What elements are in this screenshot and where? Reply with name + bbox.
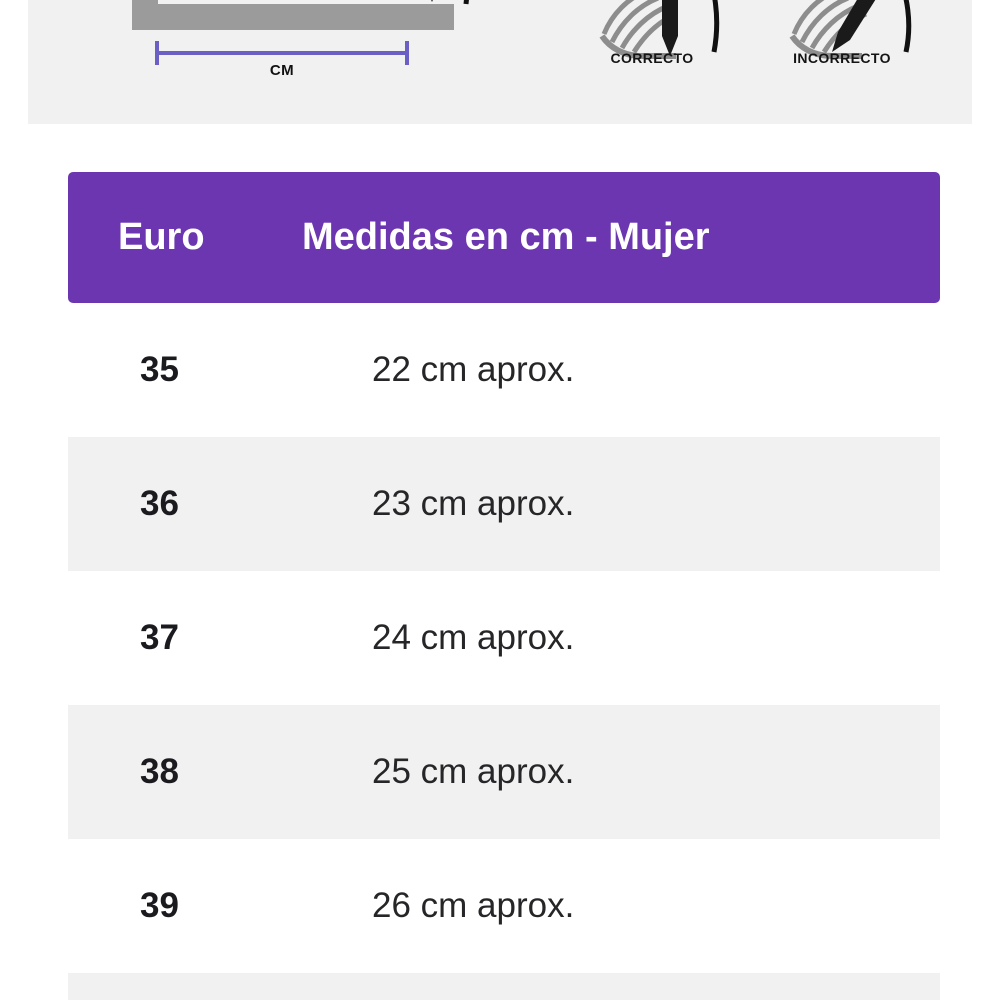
cell-euro: 39 bbox=[140, 886, 179, 925]
foot-measurement-diagram: CM bbox=[28, 0, 548, 124]
cell-measure: 22 cm aprox. bbox=[372, 350, 575, 389]
table-row: 37 24 cm aprox. bbox=[68, 571, 940, 705]
cm-measure-label: CM bbox=[269, 62, 295, 79]
table-row: 39 26 cm aprox. bbox=[68, 839, 940, 973]
cell-euro: 37 bbox=[140, 618, 179, 657]
hand-pencil-vertical-icon bbox=[599, 0, 720, 59]
example-incorrecto: INCORRECTO bbox=[742, 0, 942, 66]
example-correcto-caption: CORRECTO bbox=[610, 50, 694, 66]
table-row: 36 23 cm aprox. bbox=[68, 437, 940, 571]
cell-euro: 38 bbox=[140, 752, 179, 791]
cell-measure: 24 cm aprox. bbox=[372, 618, 575, 657]
example-correcto: CORRECTO bbox=[552, 0, 752, 66]
cell-euro: 35 bbox=[140, 350, 179, 389]
table-row: 38 25 cm aprox. bbox=[68, 705, 940, 839]
column-header-euro: Euro bbox=[118, 216, 205, 258]
table-row: 35 22 cm aprox. bbox=[68, 303, 940, 437]
size-table: Euro Medidas en cm - Mujer 35 22 cm apro… bbox=[68, 172, 940, 1000]
example-incorrecto-caption: INCORRECTO bbox=[793, 50, 891, 66]
cell-euro: 36 bbox=[140, 484, 179, 523]
measurement-instructions-panel: CM CORRECTO bbox=[28, 0, 972, 124]
foot-diagram-graphic bbox=[132, 0, 469, 65]
cell-measure: 25 cm aprox. bbox=[372, 752, 575, 791]
cell-measure: 23 cm aprox. bbox=[372, 484, 575, 523]
hand-pencil-tilted-icon bbox=[789, 0, 912, 59]
table-row-partial bbox=[68, 973, 940, 1000]
cell-measure: 26 cm aprox. bbox=[372, 886, 575, 925]
table-header-row: Euro Medidas en cm - Mujer bbox=[68, 172, 940, 303]
column-header-measures: Medidas en cm - Mujer bbox=[302, 216, 710, 258]
